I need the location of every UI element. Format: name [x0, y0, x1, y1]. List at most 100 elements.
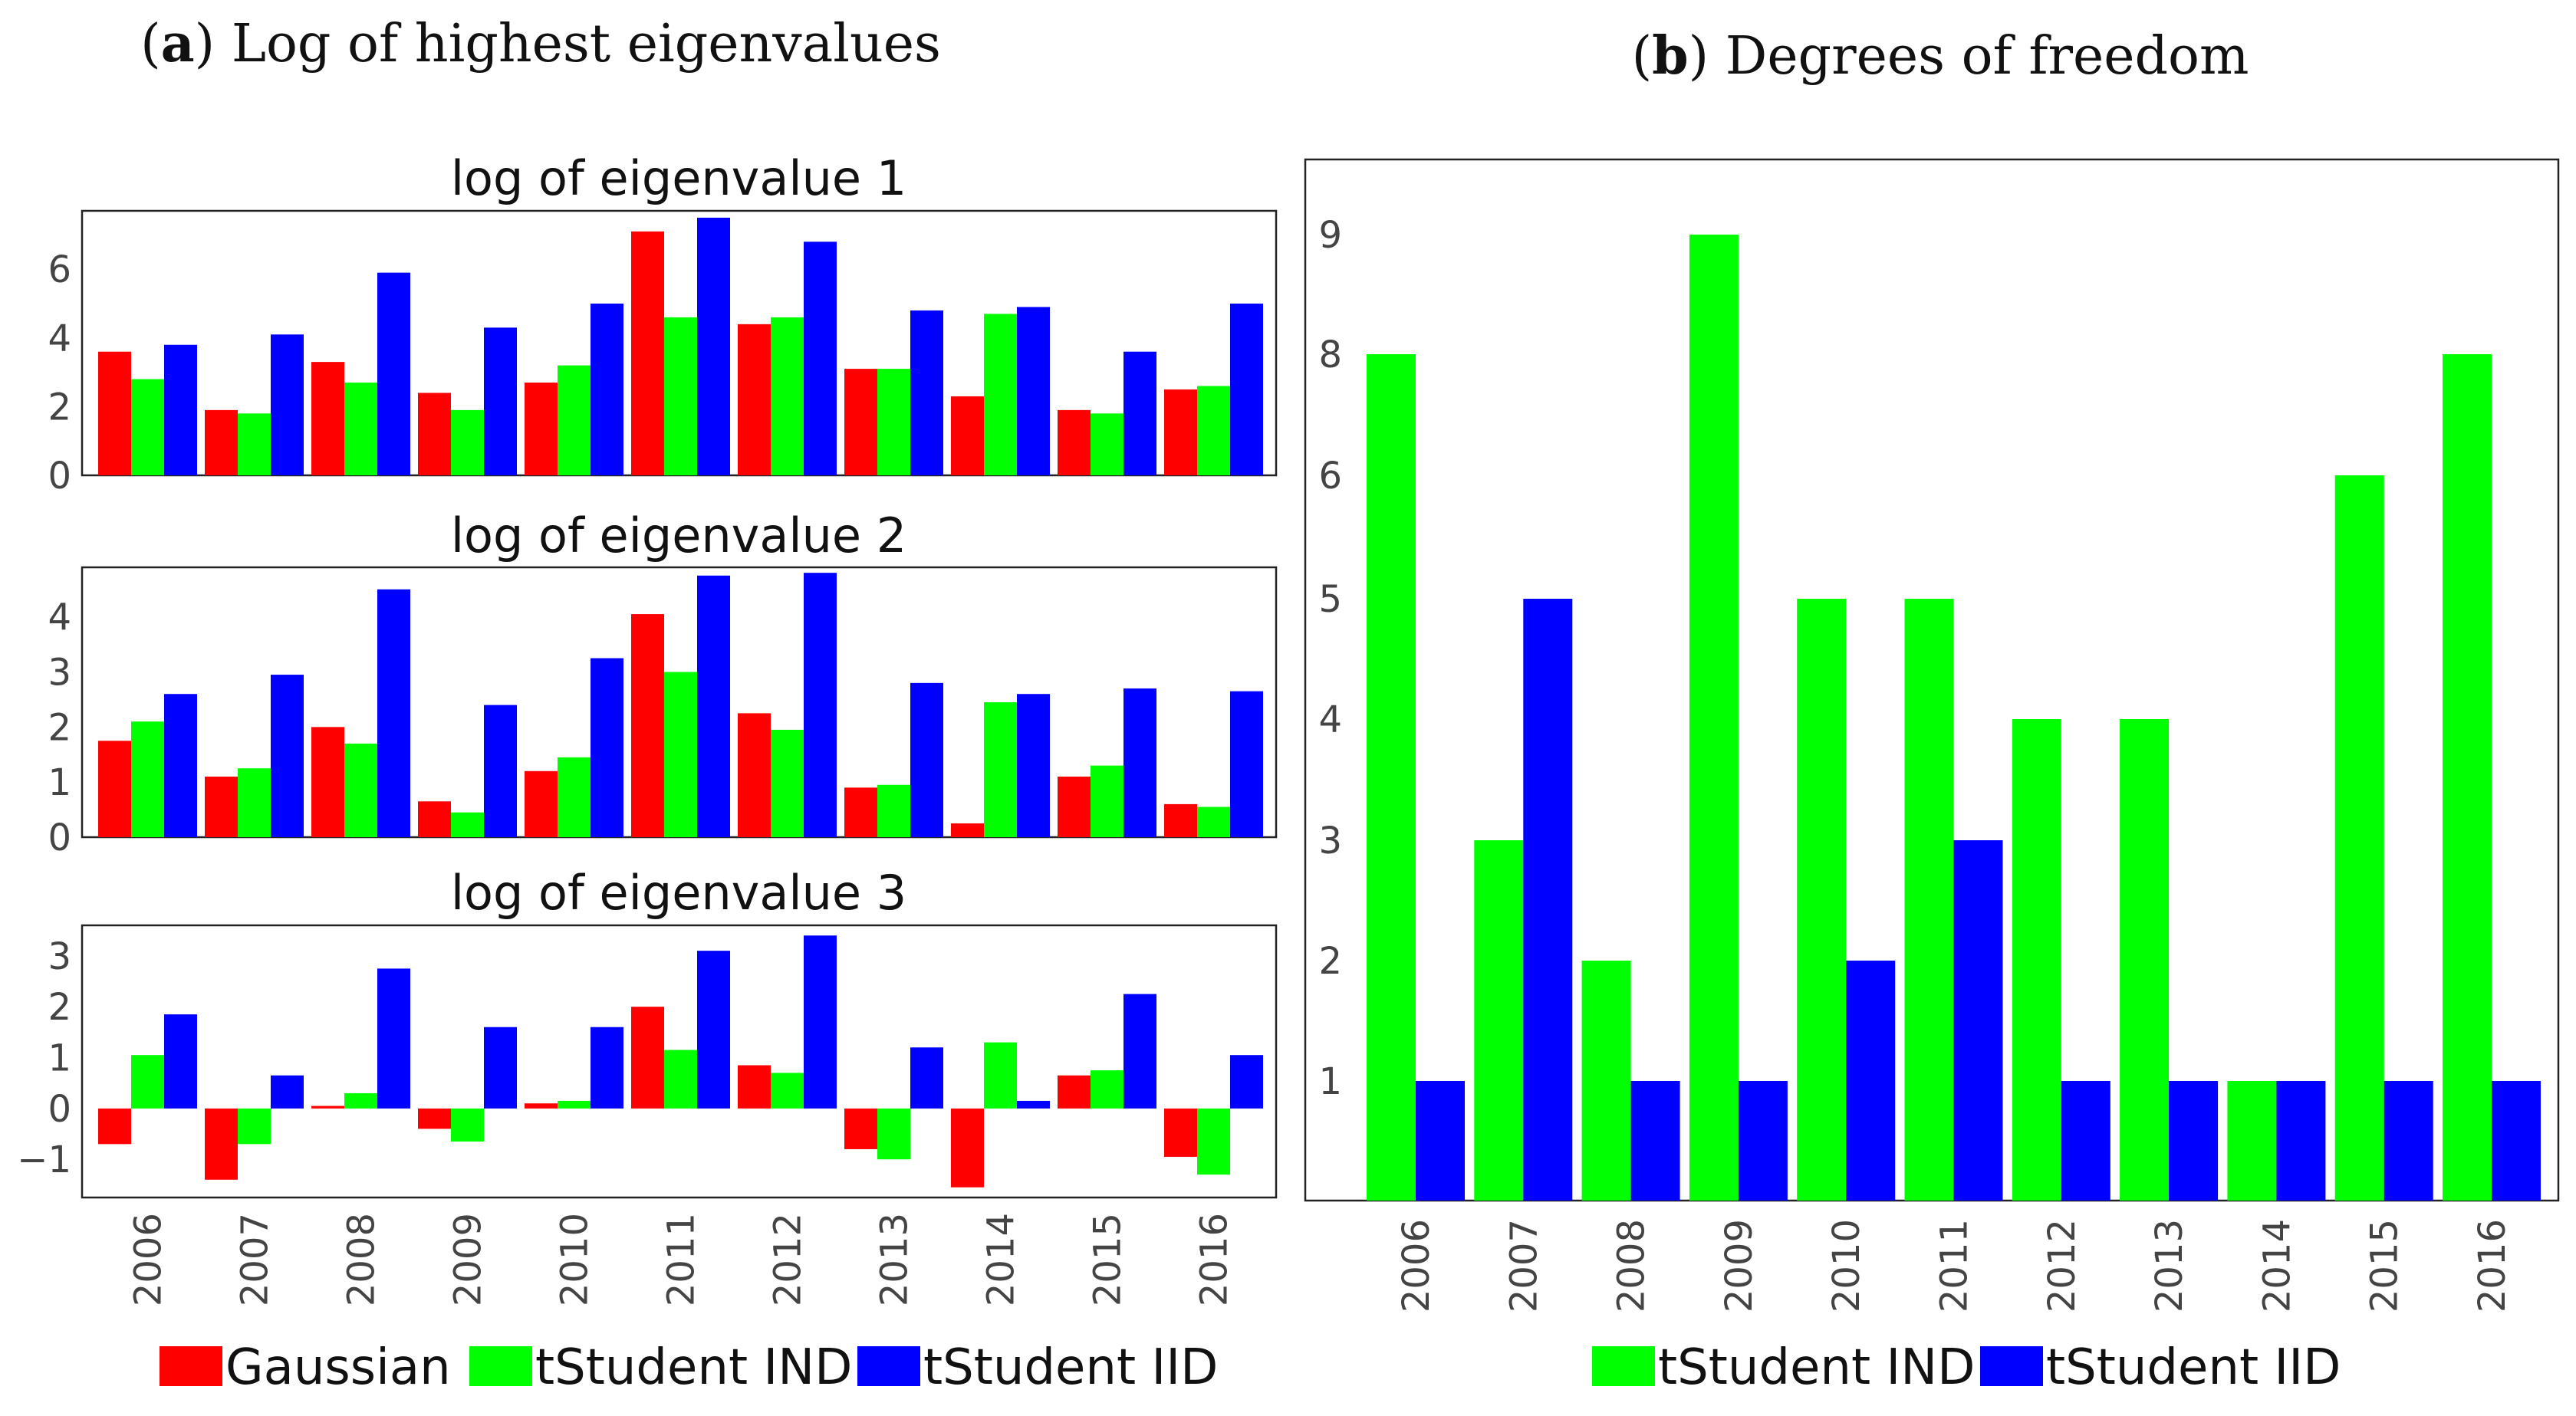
bar-tstudent-iid-2012 — [804, 935, 837, 1109]
y-tick-label: 0 — [48, 1088, 71, 1131]
bar-gaussian-2008 — [311, 1106, 344, 1109]
y-tick-label: 4 — [48, 317, 71, 360]
y-tick-label: 4 — [1318, 698, 1342, 741]
bar-tstudent-ind-2012 — [771, 1073, 804, 1109]
bar-tstudent-ind-2011 — [664, 317, 697, 475]
x-tick-label-2014: 2014 — [980, 1213, 1023, 1306]
bar-gaussian-2011 — [631, 231, 664, 475]
bar-gaussian-2006 — [98, 741, 131, 837]
bar-tstudent-iid-2016 — [1230, 1055, 1263, 1109]
bar-tstudent-ind-2007 — [1474, 840, 1524, 1201]
panel-a-title: (a) Log of highest eigenvalues — [140, 13, 941, 74]
bar-tstudent-iid-2006 — [164, 694, 197, 837]
bar-tstudent-ind-2009 — [451, 812, 484, 837]
x-tick-label-2014: 2014 — [2255, 1219, 2298, 1313]
eigenvalue-3-title: log of eigenvalue 3 — [451, 865, 906, 921]
legend-label-tstudent-iid: tStudent IID — [923, 1339, 1218, 1396]
chart-eigenvalue-1: 0 2 4 6 — [48, 209, 1278, 498]
bar-gaussian-2012 — [738, 713, 771, 837]
bar-tstudent-ind-2015 — [2334, 475, 2384, 1201]
bar-gaussian-2012 — [738, 1065, 771, 1109]
legend-b-swatch-tstudent-iid — [1980, 1346, 2043, 1386]
legend-b-label-tstudent-ind: tStudent IND — [1658, 1339, 1975, 1396]
y-tick-label: 9 — [1318, 214, 1342, 257]
bar-tstudent-ind-2014 — [984, 314, 1017, 475]
x-tick-label-2009: 2009 — [447, 1213, 490, 1306]
bar-gaussian-2009 — [418, 1108, 451, 1129]
x-tick-label-2013: 2013 — [2148, 1219, 2191, 1313]
bar-tstudent-iid-2012 — [804, 573, 837, 837]
chart-eigenvalue-2: 0 1 2 3 4 — [48, 566, 1278, 859]
bar-tstudent-iid-2015 — [2384, 1081, 2433, 1201]
bar-tstudent-iid-2015 — [1124, 994, 1156, 1109]
bar-tstudent-ind-2015 — [1091, 1070, 1124, 1109]
y-tick-label: 2 — [48, 386, 71, 429]
bar-gaussian-2013 — [844, 369, 877, 475]
x-tick-label-2010: 2010 — [554, 1213, 597, 1306]
bar-tstudent-ind-2006 — [1367, 354, 1416, 1201]
bar-tstudent-ind-2016 — [1197, 386, 1230, 475]
bar-tstudent-iid-2016 — [1230, 303, 1263, 475]
panel-b-title: (b) Degrees of freedom — [1632, 25, 2249, 87]
y-tick-label: 3 — [48, 651, 71, 694]
bar-gaussian-2006 — [98, 351, 131, 475]
x-tick-label-2013: 2013 — [873, 1213, 916, 1306]
bar-gaussian-2011 — [631, 1007, 664, 1109]
bar-tstudent-iid-2007 — [271, 334, 304, 475]
bar-gaussian-2013 — [844, 1108, 877, 1149]
bar-tstudent-iid-2014 — [2276, 1081, 2326, 1201]
bar-tstudent-ind-2010 — [1797, 599, 1847, 1201]
bar-tstudent-iid-2008 — [377, 968, 410, 1109]
bar-tstudent-iid-2013 — [910, 310, 943, 475]
x-tick-label-2006: 2006 — [1395, 1219, 1438, 1313]
bar-gaussian-2016 — [1164, 1108, 1197, 1157]
bar-tstudent-iid-2015 — [1124, 351, 1156, 475]
x-tick-label-2010: 2010 — [1825, 1219, 1868, 1313]
bar-gaussian-2015 — [1058, 409, 1091, 475]
y-tick-label: 1 — [1318, 1060, 1342, 1103]
x-tick-label-2011: 2011 — [660, 1213, 703, 1306]
bar-tstudent-iid-2010 — [591, 1027, 623, 1109]
bar-tstudent-ind-2013 — [877, 369, 910, 475]
y-tick-label: 2 — [48, 986, 71, 1029]
bar-gaussian-2014 — [951, 396, 984, 475]
bar-tstudent-ind-2013 — [877, 1108, 910, 1160]
legend-b-label-tstudent-iid: tStudent IID — [2046, 1339, 2341, 1396]
bar-tstudent-ind-2006 — [131, 1055, 164, 1109]
bar-tstudent-iid-2010 — [591, 303, 623, 475]
legend-panel-b: tStudent IND tStudent IID — [1592, 1339, 2341, 1396]
bar-tstudent-iid-2016 — [2492, 1081, 2541, 1201]
bar-tstudent-ind-2016 — [1197, 807, 1230, 837]
bar-gaussian-2010 — [525, 770, 558, 837]
bar-tstudent-iid-2014 — [1017, 694, 1050, 837]
bar-tstudent-ind-2010 — [558, 757, 591, 837]
eigenvalue-2-title: log of eigenvalue 2 — [451, 508, 906, 563]
bar-tstudent-iid-2012 — [2061, 1081, 2110, 1201]
bar-gaussian-2010 — [525, 383, 558, 475]
x-tick-label-2008: 2008 — [1610, 1219, 1653, 1313]
bar-tstudent-iid-2009 — [484, 1027, 517, 1109]
bar-gaussian-2016 — [1164, 389, 1197, 475]
bar-gaussian-2016 — [1164, 803, 1197, 837]
bar-tstudent-ind-2006 — [131, 379, 164, 475]
bar-tstudent-ind-2011 — [664, 1050, 697, 1109]
y-tick-label: 2 — [48, 706, 71, 749]
bar-tstudent-ind-2012 — [2012, 719, 2061, 1201]
bar-tstudent-iid-2011 — [697, 575, 730, 837]
bar-tstudent-ind-2010 — [558, 1100, 591, 1109]
bar-tstudent-iid-2007 — [1523, 599, 1573, 1201]
panel-b-title-text: Degrees of freedom — [1726, 26, 2249, 87]
bar-gaussian-2015 — [1058, 1075, 1091, 1109]
bar-tstudent-ind-2014 — [984, 1042, 1017, 1109]
chart-degrees-of-freedom: 1 2 3 4 5 6 8 9 2006 2007 2008 2009 2010 2011 2012 2013… — [1304, 158, 2560, 1313]
bar-tstudent-iid-2012 — [804, 241, 837, 475]
bar-gaussian-2009 — [418, 801, 451, 837]
y-tick-label: 0 — [48, 455, 71, 498]
y-tick-label: 1 — [48, 761, 71, 804]
bar-tstudent-iid-2014 — [1017, 1100, 1050, 1109]
y-tick-label: 3 — [48, 935, 71, 978]
bar-tstudent-ind-2006 — [131, 721, 164, 837]
bar-tstudent-iid-2015 — [1124, 688, 1156, 837]
x-tick-label-2009: 2009 — [1718, 1219, 1761, 1313]
